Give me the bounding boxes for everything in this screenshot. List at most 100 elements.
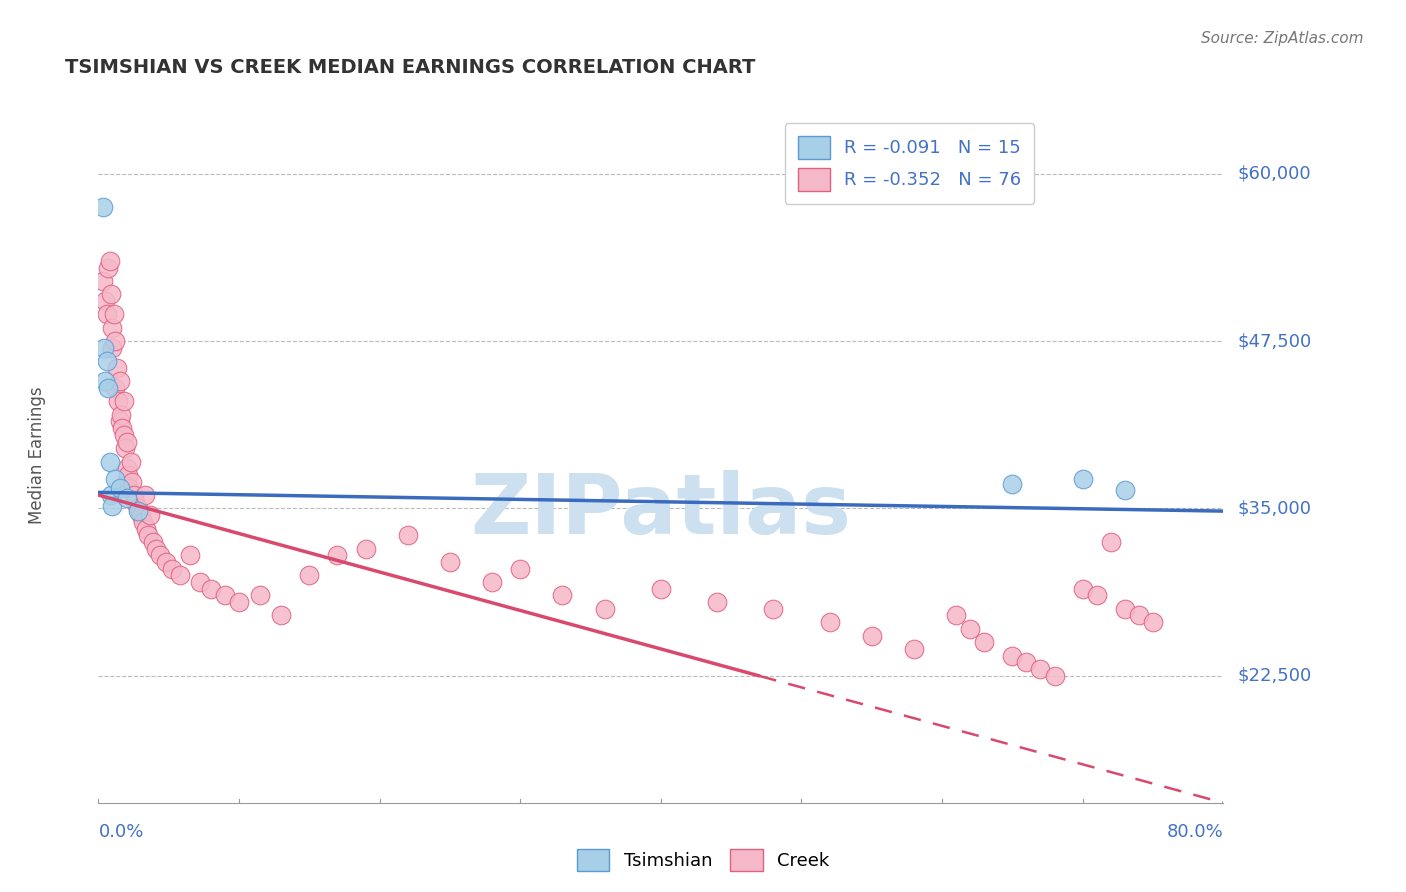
Point [94,293,117,308]
Point [132,515,155,529]
Point [818,615,841,630]
Point [96,307,118,321]
Point [1001,477,1024,491]
Point [98,253,121,268]
Point [650,582,672,596]
Point [115,434,138,449]
Text: 0.0%: 0.0% [98,822,143,841]
Point [100,488,122,502]
Point [593,601,616,615]
Point [129,508,152,522]
Text: Source: ZipAtlas.com: Source: ZipAtlas.com [1201,31,1364,46]
Text: Median Earnings: Median Earnings [28,386,45,524]
Point [1071,472,1094,486]
Point [111,421,134,435]
Point [762,601,785,615]
Text: $35,000: $35,000 [1237,500,1312,517]
Point [270,608,292,623]
Point [115,491,138,505]
Point [104,381,127,395]
Point [124,494,146,508]
Point [1099,534,1122,549]
Point [120,454,142,469]
Point [1015,655,1038,669]
Point [127,504,149,518]
Point [439,555,461,569]
Text: TSIMSHIAN VS CREEK MEDIAN EARNINGS CORRELATION CHART: TSIMSHIAN VS CREEK MEDIAN EARNINGS CORRE… [65,58,755,78]
Point [1001,648,1024,663]
Legend: Tsimshian, Creek: Tsimshian, Creek [569,842,837,879]
Text: ZIPatlas: ZIPatlas [471,470,851,551]
Point [127,501,149,516]
Point [101,320,124,334]
Point [188,574,211,589]
Point [551,589,574,603]
Point [94,375,117,389]
Point [1071,582,1094,596]
Point [509,562,531,576]
Point [945,608,967,623]
Point [103,307,125,321]
Point [122,488,145,502]
Point [104,472,127,486]
Point [706,595,728,609]
Point [110,408,132,422]
Point [200,582,222,596]
Point [136,528,159,542]
Point [1029,662,1052,676]
Point [114,441,136,455]
Point [145,541,167,556]
Point [100,287,122,301]
Point [112,427,135,442]
Point [1114,601,1136,615]
Point [108,414,131,428]
Point [1128,608,1150,623]
Point [97,381,120,395]
Point [142,534,165,549]
Point [104,334,127,348]
Point [481,574,503,589]
Point [118,481,141,495]
Point [97,260,120,275]
Point [155,555,177,569]
Point [973,635,995,649]
Point [326,548,349,563]
Point [98,454,121,469]
Point [169,568,191,582]
Point [249,589,271,603]
Point [860,628,883,642]
Point [135,521,157,535]
Point [959,622,981,636]
Point [228,595,250,609]
Point [108,375,131,389]
Point [107,394,129,409]
Point [112,394,135,409]
Point [160,562,183,576]
Point [1142,615,1164,630]
Text: $60,000: $60,000 [1237,165,1310,183]
Point [101,499,124,513]
Point [298,568,321,582]
Point [108,481,131,495]
Point [1085,589,1108,603]
Point [179,548,201,563]
Point [115,461,138,475]
Point [134,488,156,502]
Point [139,508,162,522]
Point [93,341,115,355]
Point [96,354,118,368]
Point [117,467,139,482]
Text: $22,500: $22,500 [1237,666,1312,685]
Point [121,475,143,489]
Point [149,548,172,563]
Point [1043,669,1066,683]
Point [91,200,114,214]
Point [214,589,236,603]
Legend: R = -0.091   N = 15, R = -0.352   N = 76: R = -0.091 N = 15, R = -0.352 N = 76 [785,123,1035,203]
Point [396,528,419,542]
Point [101,341,124,355]
Text: $47,500: $47,500 [1237,332,1312,351]
Point [105,360,128,375]
Point [91,274,114,288]
Text: 80.0%: 80.0% [1167,822,1223,841]
